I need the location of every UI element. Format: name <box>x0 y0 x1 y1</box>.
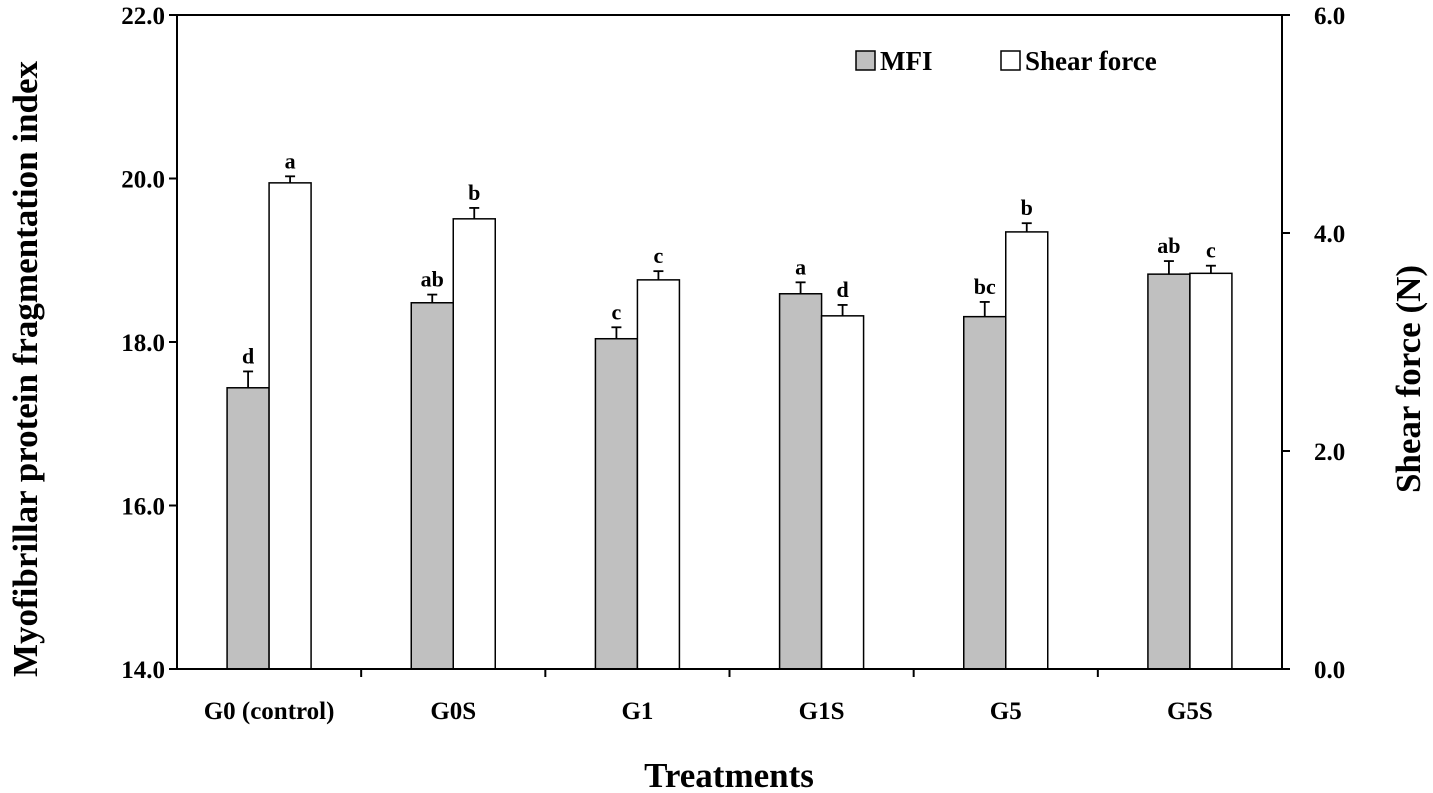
plot-frame <box>176 14 1283 670</box>
shear-force-bar-0 <box>268 182 312 670</box>
bar-group-3 <box>778 281 865 670</box>
shear-force-significance-label-1: b <box>468 180 480 205</box>
x-category-label-3: G1S <box>799 698 845 725</box>
shear-force-error-bar-2 <box>653 270 664 280</box>
mfi-bar-2 <box>594 337 639 670</box>
y-tick-label-3: 20.0 <box>121 167 165 194</box>
shear-force-bar-1 <box>452 218 496 670</box>
x-category-label-5: G5S <box>1167 698 1213 725</box>
mfi-error-bar-0 <box>243 370 254 388</box>
bar-group-2 <box>594 270 681 670</box>
labels-layer: 14.0 16.0 18.0 20.0 22.0 0.0 2.0 4.0 6.0 d a G0 (co… <box>121 3 1345 725</box>
ticks-layer <box>169 14 1290 677</box>
shear-force-error-bar-1 <box>469 207 480 219</box>
x-category-label-4: G5 <box>990 698 1022 725</box>
bar-group-0 <box>226 175 312 670</box>
mfi-bar-5 <box>1147 273 1191 670</box>
x-category-label-1: G0S <box>430 698 476 725</box>
mfi-error-bar-2 <box>611 326 622 339</box>
y2-tick-label-3: 6.0 <box>1314 3 1345 30</box>
mfi-significance-label-2: c <box>612 299 622 324</box>
mfi-bar-0 <box>226 387 270 670</box>
y2-axis-title: Shear force (N) <box>1389 265 1428 493</box>
bars-layer <box>226 175 1233 670</box>
bar-group-4 <box>963 222 1049 670</box>
mfi-significance-label-5: ab <box>1157 233 1180 258</box>
shear-force-significance-label-0: a <box>285 148 296 173</box>
shear-force-error-bar-5 <box>1205 264 1216 274</box>
mfi-error-bar-4 <box>979 301 990 317</box>
mfi-significance-label-3: a <box>795 254 806 279</box>
y2-tick-label-1: 2.0 <box>1314 439 1345 466</box>
x-category-label-2: G1 <box>621 698 653 725</box>
mfi-bar-1 <box>410 302 454 670</box>
mfi-bar-3 <box>778 293 823 670</box>
y-tick-label-4: 22.0 <box>121 3 165 30</box>
mfi-bar-4 <box>963 315 1007 670</box>
bar-group-5 <box>1147 260 1233 670</box>
y2-tick-label-2: 4.0 <box>1314 221 1345 248</box>
y2-tick-label-0: 0.0 <box>1314 657 1345 684</box>
shear-force-significance-label-4: b <box>1021 195 1033 220</box>
shear-force-significance-label-2: c <box>654 243 664 268</box>
mfi-significance-label-4: bc <box>974 274 996 299</box>
shear-force-significance-label-3: d <box>836 277 848 302</box>
y-tick-label-1: 16.0 <box>121 494 165 521</box>
shear-force-significance-label-5: c <box>1206 238 1216 263</box>
legend-label-mfi: MFI <box>880 46 932 76</box>
mfi-error-bar-1 <box>427 293 438 303</box>
shear-force-bar-2 <box>636 279 681 670</box>
legend: MFI Shear force <box>855 46 1157 76</box>
legend-swatch-mfi <box>855 50 876 71</box>
bar-group-1 <box>410 207 496 670</box>
mfi-error-bar-5 <box>1163 260 1174 275</box>
mfi-error-bar-3 <box>795 281 806 294</box>
shear-force-error-bar-0 <box>285 175 296 183</box>
x-axis-title: Treatments <box>644 756 814 793</box>
y-tick-label-2: 18.0 <box>121 330 165 357</box>
x-category-label-0: G0 (control) <box>204 698 335 725</box>
shear-force-bar-4 <box>1005 231 1049 670</box>
shear-force-bar-5 <box>1189 272 1233 670</box>
shear-force-error-bar-3 <box>837 304 848 316</box>
y-axis-title: Myofibrillar protein fragmentation index <box>6 60 45 677</box>
legend-swatch-shear-force <box>1000 50 1021 71</box>
legend-label-shear-force: Shear force <box>1025 46 1157 76</box>
shear-force-error-bar-4 <box>1021 222 1032 232</box>
y-tick-label-0: 14.0 <box>121 657 165 684</box>
shear-force-bar-3 <box>820 315 865 670</box>
mfi-significance-label-0: d <box>242 343 254 368</box>
mfi-significance-label-1: ab <box>421 267 444 292</box>
